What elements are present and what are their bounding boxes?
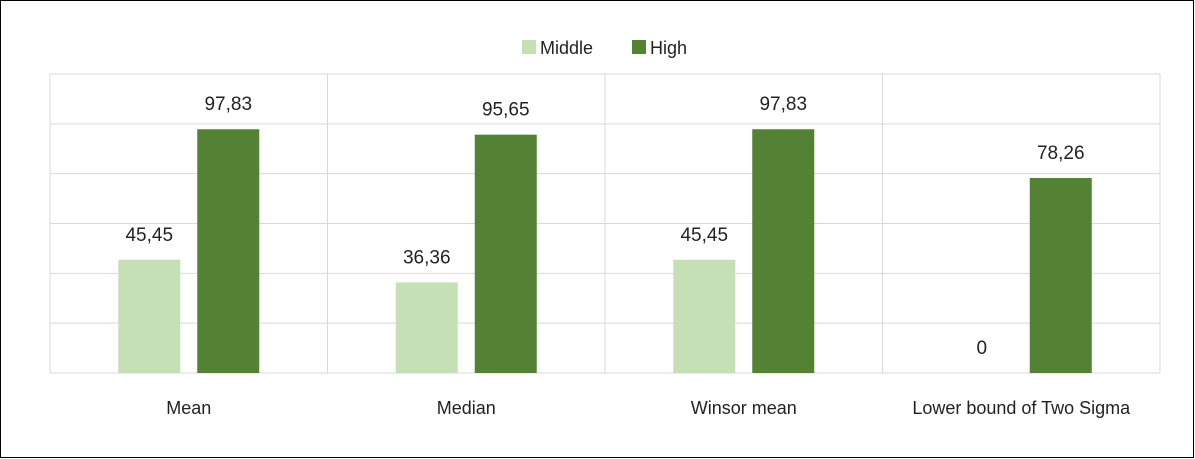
bar-high	[197, 129, 260, 373]
bar-high	[752, 129, 815, 373]
bar-middle	[395, 282, 458, 373]
data-label: 97,83	[759, 94, 807, 115]
bar-high	[474, 134, 537, 373]
x-axis-tick-labels: Mean Median Winsor mean Lower bound of Two …	[166, 398, 1131, 418]
legend: Middle High	[522, 38, 687, 58]
bars	[118, 129, 1092, 373]
legend-label: Middle	[540, 38, 593, 58]
legend-swatch	[632, 40, 646, 54]
data-label: 78,26	[1037, 143, 1085, 164]
data-label: 0	[976, 338, 987, 359]
bar-high	[1029, 178, 1092, 373]
x-tick-label: Lower bound of Two Sigma	[912, 398, 1131, 418]
data-label: 45,45	[680, 225, 728, 246]
data-label: 97,83	[204, 94, 252, 115]
legend-item-middle: Middle	[522, 38, 593, 58]
bar-middle	[673, 259, 736, 373]
x-tick-label: Winsor mean	[691, 398, 797, 418]
data-label: 36,36	[403, 247, 451, 268]
data-label: 95,65	[482, 100, 530, 121]
bar-middle	[118, 259, 181, 373]
x-tick-label: Mean	[166, 398, 211, 418]
legend-item-high: High	[632, 38, 687, 58]
legend-swatch	[522, 40, 536, 54]
x-tick-label: Median	[437, 398, 496, 418]
legend-label: High	[650, 38, 687, 58]
data-labels: 45,45 36,36 45,45 0 97,83 95,65 97,83 78,26	[125, 94, 1084, 359]
data-label: 45,45	[125, 225, 173, 246]
